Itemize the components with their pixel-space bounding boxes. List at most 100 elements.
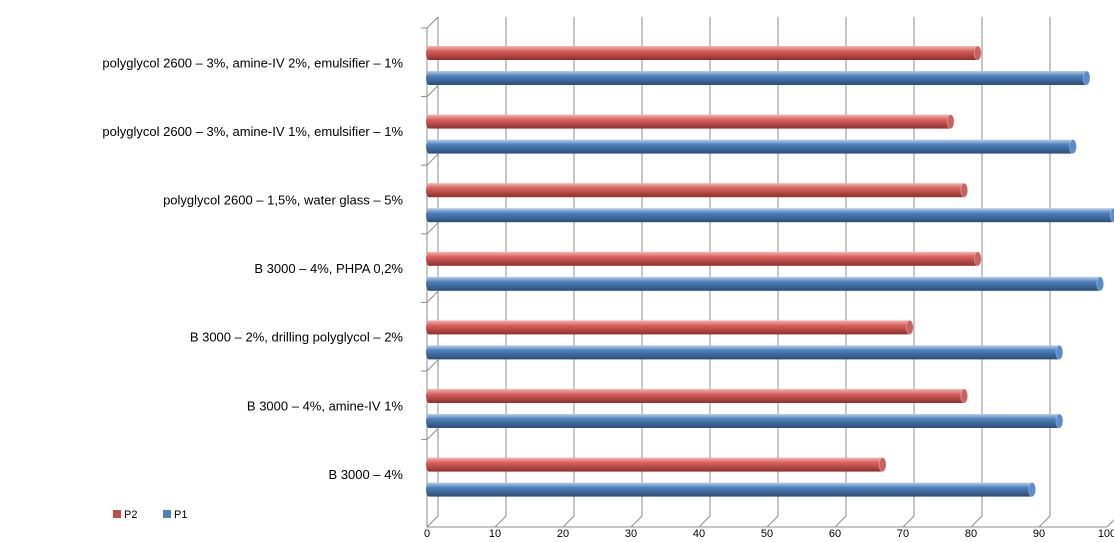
bar-start-cap — [426, 139, 432, 154]
bar-body — [429, 71, 1087, 85]
x-tick-label: 50 — [761, 528, 773, 540]
category-separator — [426, 291, 439, 303]
bar-p1 — [426, 482, 1037, 498]
bar-end-cap — [946, 114, 955, 129]
bar-body — [429, 114, 951, 129]
gridline-floor — [902, 515, 915, 528]
x-tick-label: 10 — [489, 528, 501, 540]
bar-end-cap — [1069, 139, 1077, 155]
bar-body — [429, 345, 1060, 360]
x-tick-label: 80 — [965, 528, 977, 540]
bar-p1 — [426, 276, 1105, 292]
gridline-floor — [698, 515, 711, 528]
bar-body — [429, 251, 978, 266]
bar-body — [429, 208, 1114, 223]
bar-body — [429, 414, 1060, 428]
bar-start-cap — [426, 457, 432, 472]
bar-start-cap — [426, 251, 432, 266]
bar-start-cap — [426, 114, 432, 129]
legend-swatch-p2 — [113, 510, 121, 518]
bar-body — [429, 320, 910, 335]
bar-p2 — [426, 45, 982, 61]
bar-p1 — [426, 207, 1114, 223]
gridline-floor — [426, 515, 439, 528]
bar-start-cap — [426, 389, 432, 403]
x-tick-label: 60 — [829, 528, 841, 540]
bar-p1 — [426, 70, 1091, 86]
bar-p2 — [426, 114, 955, 129]
bar-end-cap — [878, 457, 887, 473]
x-tick-label: 20 — [557, 528, 569, 540]
bar-p2 — [426, 251, 982, 267]
bar-p1 — [426, 139, 1077, 155]
bar-end-cap — [1082, 70, 1091, 86]
bar-body — [429, 46, 978, 60]
x-tick-label: 30 — [625, 528, 637, 540]
bar-body — [429, 482, 1033, 497]
bar-end-cap — [973, 45, 982, 61]
category-label: B 3000 – 4%, amine-IV 1% — [247, 398, 404, 413]
wall-top-edge — [426, 16, 439, 29]
legend: P2 P1 — [113, 509, 187, 521]
bar-p2 — [426, 319, 914, 335]
bar-p2 — [426, 388, 969, 404]
bar-end-cap — [973, 251, 982, 267]
bar-end-cap — [1055, 413, 1064, 429]
x-tick-labels: 0 10 20 30 40 50 60 70 80 90 100 — [424, 528, 1114, 540]
legend-label-p2: P2 — [124, 509, 137, 521]
bar-p2 — [426, 182, 969, 198]
gridline-floor — [834, 515, 847, 528]
bar-start-cap — [426, 482, 432, 497]
category-label: polyglycol 2600 – 3%, amine-IV 1%, emuls… — [102, 124, 403, 139]
bar-start-cap — [426, 320, 432, 335]
bar-p1 — [426, 413, 1064, 429]
legend-swatch-p1 — [163, 510, 171, 518]
bar-start-cap — [426, 183, 432, 198]
bar-body — [429, 457, 883, 472]
bar-end-cap — [905, 319, 914, 335]
bar-body — [429, 139, 1073, 154]
bar-end-cap — [960, 182, 969, 198]
bar-start-cap — [426, 208, 432, 223]
bar-start-cap — [426, 414, 432, 428]
x-tick-label: 70 — [897, 528, 909, 540]
category-separator — [426, 153, 439, 166]
legend-label-p1: P1 — [174, 509, 187, 521]
x-tick-label: 100 — [1098, 528, 1114, 540]
bar-start-cap — [426, 71, 432, 85]
bar-end-cap — [960, 388, 969, 404]
category-separator — [426, 222, 439, 235]
category-separator — [426, 85, 439, 97]
gridline-floor — [766, 515, 779, 528]
bar-end-cap — [1055, 344, 1064, 360]
x-tick-label: 90 — [1033, 528, 1045, 540]
gridline-floor — [1106, 519, 1114, 528]
grid — [421, 16, 1114, 528]
bar-start-cap — [426, 345, 432, 360]
category-labels: polyglycol 2600 – 3%, amine-IV 2%, emuls… — [102, 55, 403, 482]
bar-p2 — [426, 457, 887, 473]
bar-body — [429, 389, 965, 403]
category-separator — [426, 359, 439, 372]
category-label: polyglycol 2600 – 1,5%, water glass – 5% — [163, 193, 403, 208]
bar-p1 — [426, 344, 1064, 360]
bar-end-cap — [1096, 276, 1105, 292]
gridline-floor — [970, 515, 983, 528]
category-label: polyglycol 2600 – 3%, amine-IV 2%, emuls… — [102, 55, 403, 70]
gridline-floor — [562, 515, 575, 528]
category-label: B 3000 – 2%, drilling polyglycol – 2% — [190, 330, 404, 345]
bars — [426, 45, 1114, 498]
gridline-floor — [1038, 515, 1051, 528]
x-tick-label: 40 — [693, 528, 705, 540]
x-tick-label: 0 — [424, 528, 430, 540]
gridline-floor — [494, 515, 507, 528]
bar-body — [429, 183, 965, 198]
bar-start-cap — [426, 276, 432, 291]
category-separator — [426, 428, 439, 440]
category-label: B 3000 – 4% — [329, 467, 404, 482]
category-label: B 3000 – 4%, PHPA 0,2% — [254, 261, 403, 276]
bar-end-cap — [1028, 482, 1037, 498]
gridline-floor — [630, 515, 643, 528]
bar-body — [429, 276, 1101, 291]
